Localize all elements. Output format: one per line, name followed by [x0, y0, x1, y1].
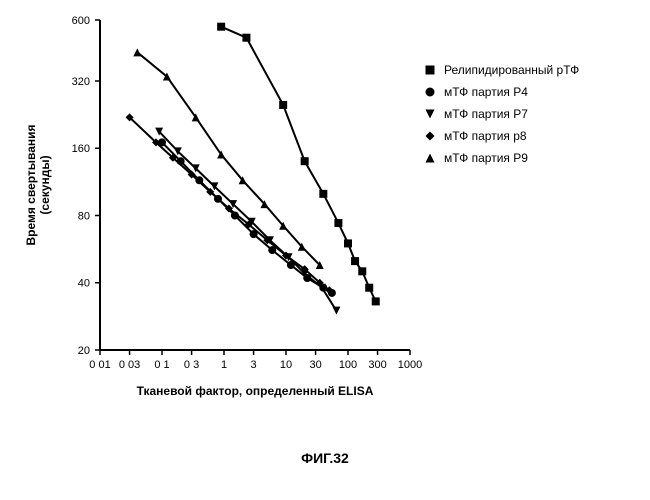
svg-text:160: 160 — [72, 143, 90, 155]
svg-text:мТФ партия P4: мТФ партия P4 — [444, 85, 528, 99]
svg-text:Тканевой фактор, определенный: Тканевой фактор, определенный ELISA — [137, 384, 374, 398]
svg-text:30: 30 — [309, 359, 321, 371]
svg-text:600: 600 — [72, 15, 90, 27]
svg-text:300: 300 — [368, 359, 386, 371]
svg-text:0 01: 0 01 — [89, 359, 110, 371]
svg-text:мТФ партия p8: мТФ партия p8 — [444, 129, 527, 143]
chart-svg: 0 01 0 03 0 1 0 3 1 3 10 30 100 300 1000 20 40 80 160 3… — [0, 0, 650, 430]
svg-text:80: 80 — [78, 210, 90, 222]
svg-text:Релипидированный рТФ: Релипидированный рТФ — [444, 63, 579, 77]
chart-container: { "chart": { "type": "line", "width": 65… — [0, 0, 650, 500]
svg-text:мТФ партия P9: мТФ партия P9 — [444, 151, 528, 165]
figure-caption: ФИГ.32 — [0, 450, 650, 466]
svg-text:0 03: 0 03 — [119, 359, 140, 371]
svg-text:100: 100 — [339, 359, 357, 371]
svg-text:20: 20 — [78, 345, 90, 357]
svg-text:0 1: 0 1 — [154, 359, 169, 371]
svg-text:0 3: 0 3 — [184, 359, 199, 371]
svg-text:320: 320 — [72, 76, 90, 88]
svg-text:1: 1 — [221, 359, 227, 371]
svg-text:3: 3 — [251, 359, 257, 371]
svg-text:10: 10 — [280, 359, 292, 371]
svg-text:40: 40 — [78, 278, 90, 290]
svg-text:Время свертывания: Время свертывания — [24, 124, 38, 245]
svg-text:мТФ партия P7: мТФ партия P7 — [444, 107, 528, 121]
svg-text:1000: 1000 — [398, 359, 422, 371]
svg-text:(секунды): (секунды) — [38, 155, 52, 214]
